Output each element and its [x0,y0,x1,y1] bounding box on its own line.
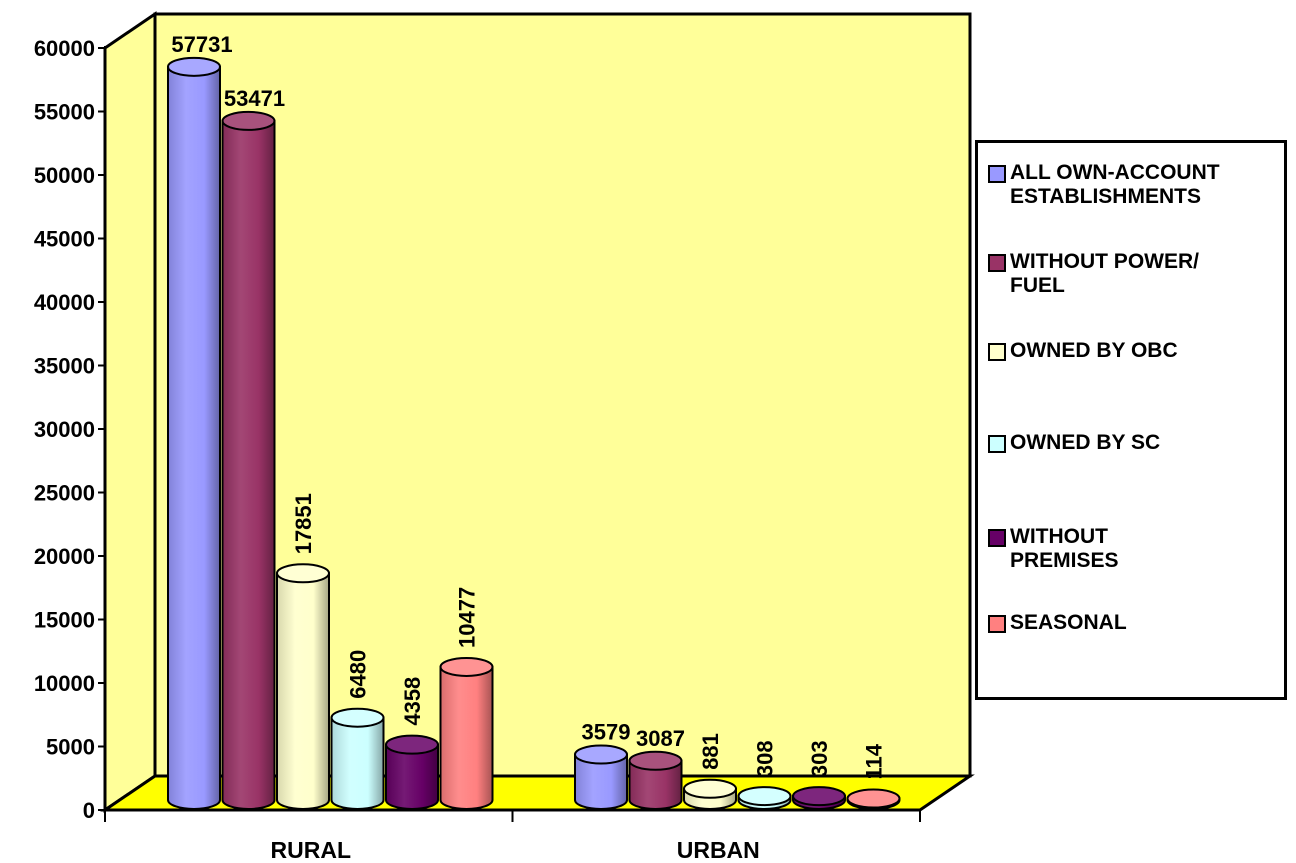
legend: ALL OWN-ACCOUNT ESTABLISHMENTS WITHOUT PO… [975,140,1287,700]
data-label: 53471 [224,86,285,111]
data-label: 114 [862,743,887,779]
legend-label: OWNED BY SC [1010,431,1161,454]
bar-rural-0 [167,56,221,810]
data-label: 3087 [636,726,685,751]
x-tick-label: URBAN [677,837,760,863]
y-tick-label: 45000 [34,227,95,252]
bar-urban-4 [792,786,846,810]
y-tick-label: 40000 [34,290,95,315]
y-tick-label: 55000 [34,100,95,125]
data-label: 303 [807,740,832,777]
legend-item: OWNED BY SC [988,431,1295,455]
legend-label: OWNED BY OBC [1010,339,1178,362]
legend-swatch [988,615,1006,633]
bar-urban-0 [574,744,628,810]
legend-label: SEASONAL [1010,611,1127,634]
legend-label: ALL OWN-ACCOUNT ESTABLISHMENTS [1010,161,1220,208]
y-tick-label: 25000 [34,481,95,506]
bar-urban-1 [628,750,683,810]
bar-urban-2 [683,778,737,810]
y-tick-label: 5000 [46,735,95,760]
bar-rural-2 [276,563,330,810]
bar-rural-4 [385,734,439,810]
data-label: 4358 [400,677,425,726]
data-label: 308 [753,740,778,777]
data-label: 881 [698,733,723,770]
legend-swatch [988,435,1006,453]
legend-item: SEASONAL [988,611,1295,635]
y-tick-label: 10000 [34,671,95,696]
bar-rural-1 [221,110,276,810]
data-label: 3579 [582,720,631,745]
data-label: 57731 [171,32,232,57]
legend-swatch [988,165,1006,183]
y-tick-label: 50000 [34,163,95,188]
data-label: 17851 [291,493,316,554]
bar-urban-5 [846,788,901,810]
y-tick-label: 35000 [34,354,95,379]
legend-swatch [988,254,1006,272]
data-label: 10477 [455,587,480,648]
x-tick-label: RURAL [271,837,352,863]
legend-label: WITHOUT POWER/ FUEL [1010,250,1199,297]
bar-rural-5 [439,656,494,810]
y-tick-label: 30000 [34,417,95,442]
bar-urban-3 [737,786,792,810]
y-tick-label: 0 [83,798,95,823]
legend-swatch [988,529,1006,547]
legend-item: OWNED BY OBC [988,339,1295,363]
legend-item: WITHOUT PREMISES [988,525,1295,573]
bar-rural-3 [330,707,385,810]
y-tick-label: 60000 [34,36,95,61]
legend-item: WITHOUT POWER/ FUEL [988,250,1295,298]
data-label: 6480 [346,650,371,699]
side-wall [103,11,157,813]
legend-label: WITHOUT PREMISES [1010,525,1119,572]
y-tick-label: 15000 [34,608,95,633]
legend-swatch [988,343,1006,361]
y-tick-label: 20000 [34,544,95,569]
legend-item: ALL OWN-ACCOUNT ESTABLISHMENTS [988,161,1295,209]
